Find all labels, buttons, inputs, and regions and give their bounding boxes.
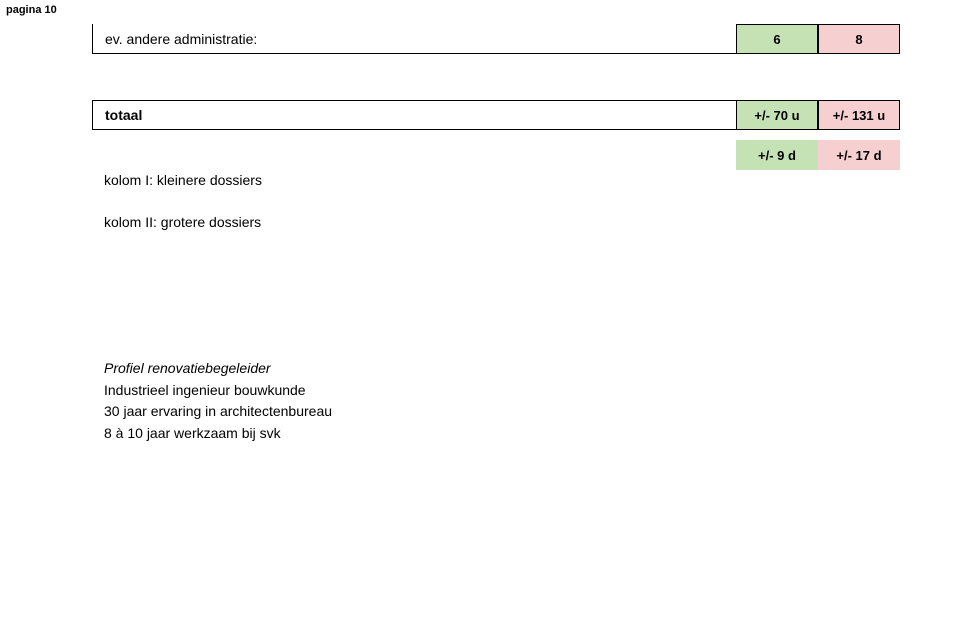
- row-administration-label: ev. andere administratie:: [92, 24, 736, 54]
- spacer: [92, 130, 900, 140]
- row-administration: ev. andere administratie: 6 8: [92, 24, 900, 54]
- row-administration-value-2: 8: [818, 24, 900, 54]
- row-days: +/- 9 d +/- 17 d: [92, 140, 900, 170]
- page: pagina 10 ev. andere administratie: 6 8 …: [0, 0, 960, 638]
- row-days-empty-label: [92, 140, 736, 170]
- row-administration-value-1: 6: [736, 24, 818, 54]
- page-number-label: pagina 10: [6, 4, 900, 16]
- row-total-value-2: +/- 131 u: [818, 100, 900, 130]
- kolom1-note-text: kolom I: kleinere dossiers: [92, 168, 736, 192]
- empty-cell: [818, 210, 900, 234]
- profile-line-1: Industrieel ingenieur bouwkunde: [104, 380, 900, 402]
- empty-cell: [818, 168, 900, 192]
- profile-section: Profiel renovatiebegeleider Industrieel …: [104, 358, 900, 445]
- row-days-value-1: +/- 9 d: [736, 140, 818, 170]
- row-total-label: totaal: [92, 100, 736, 130]
- profile-title: Profiel renovatiebegeleider: [104, 358, 900, 380]
- kolom2-note-text: kolom II: grotere dossiers: [92, 210, 736, 234]
- row-kolom1-note: kolom I: kleinere dossiers: [92, 168, 900, 192]
- row-total: totaal +/- 70 u +/- 131 u: [92, 100, 900, 130]
- row-days-value-2: +/- 17 d: [818, 140, 900, 170]
- profile-line-3: 8 à 10 jaar werkzaam bij svk: [104, 423, 900, 445]
- spacer: [92, 54, 900, 100]
- content-area: ev. andere administratie: 6 8 totaal +/-…: [92, 24, 900, 445]
- profile-line-2: 30 jaar ervaring in architectenbureau: [104, 401, 900, 423]
- row-total-value-1: +/- 70 u: [736, 100, 818, 130]
- empty-cell: [736, 210, 818, 234]
- empty-cell: [736, 168, 818, 192]
- row-kolom2-note: kolom II: grotere dossiers: [92, 210, 900, 234]
